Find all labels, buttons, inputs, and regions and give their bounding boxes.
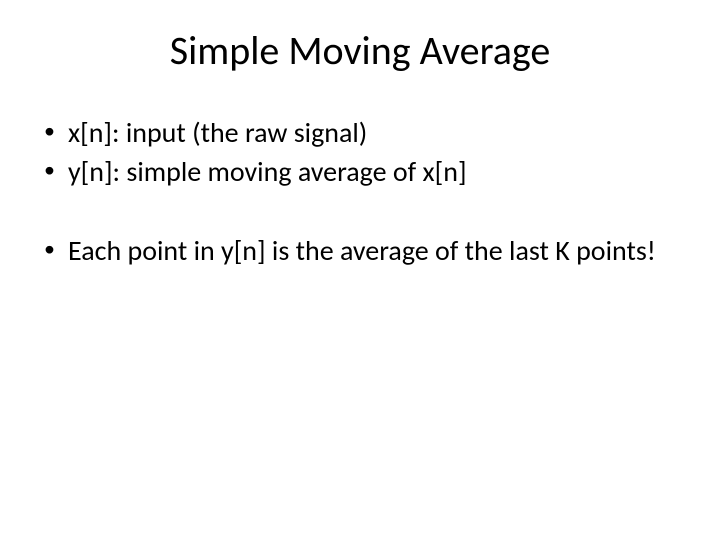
- spacer: [40, 193, 680, 233]
- list-item: Each point in y[n] is the average of the…: [40, 233, 680, 268]
- bullet-list: Each point in y[n] is the average of the…: [40, 233, 680, 268]
- bullet-list: x[n]: input (the raw signal) y[n]: simpl…: [40, 115, 680, 189]
- list-item: x[n]: input (the raw signal): [40, 115, 680, 150]
- slide-title: Simple Moving Average: [40, 26, 680, 75]
- slide: Simple Moving Average x[n]: input (the r…: [0, 0, 720, 540]
- list-item: y[n]: simple moving average of x[n]: [40, 154, 680, 189]
